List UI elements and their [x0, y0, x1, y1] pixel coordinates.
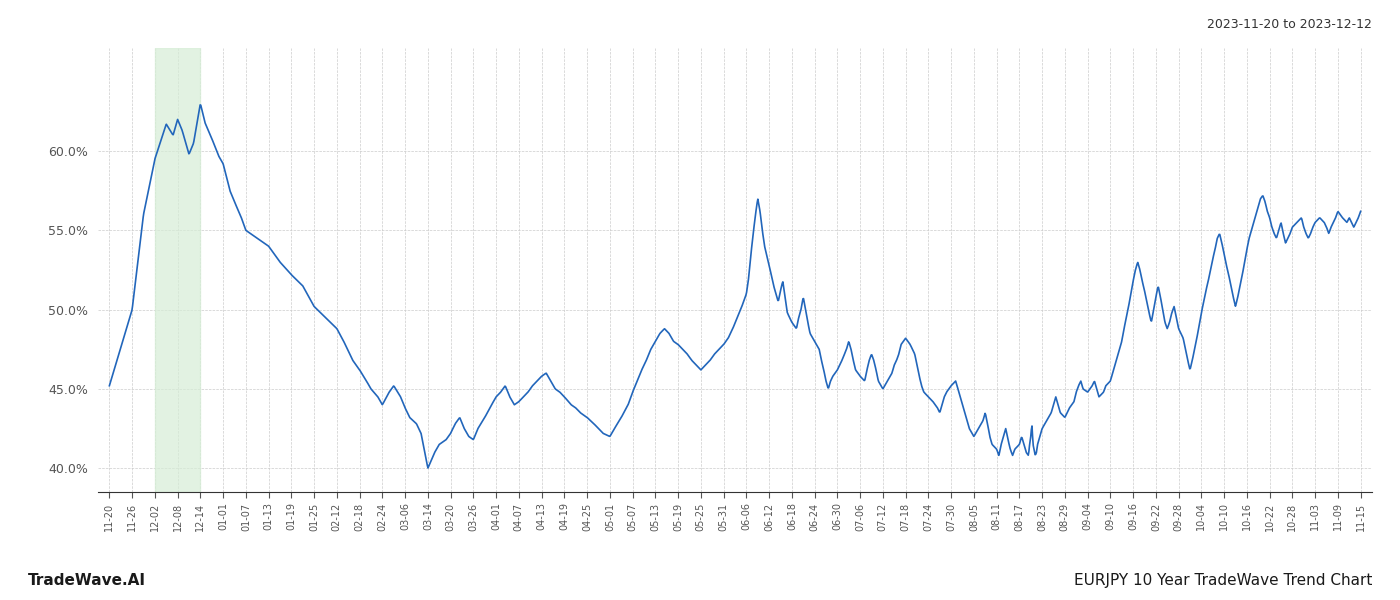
Text: 2023-11-20 to 2023-12-12: 2023-11-20 to 2023-12-12: [1207, 18, 1372, 31]
Text: EURJPY 10 Year TradeWave Trend Chart: EURJPY 10 Year TradeWave Trend Chart: [1074, 573, 1372, 588]
Bar: [155, 48, 200, 492]
Text: TradeWave.AI: TradeWave.AI: [28, 573, 146, 588]
